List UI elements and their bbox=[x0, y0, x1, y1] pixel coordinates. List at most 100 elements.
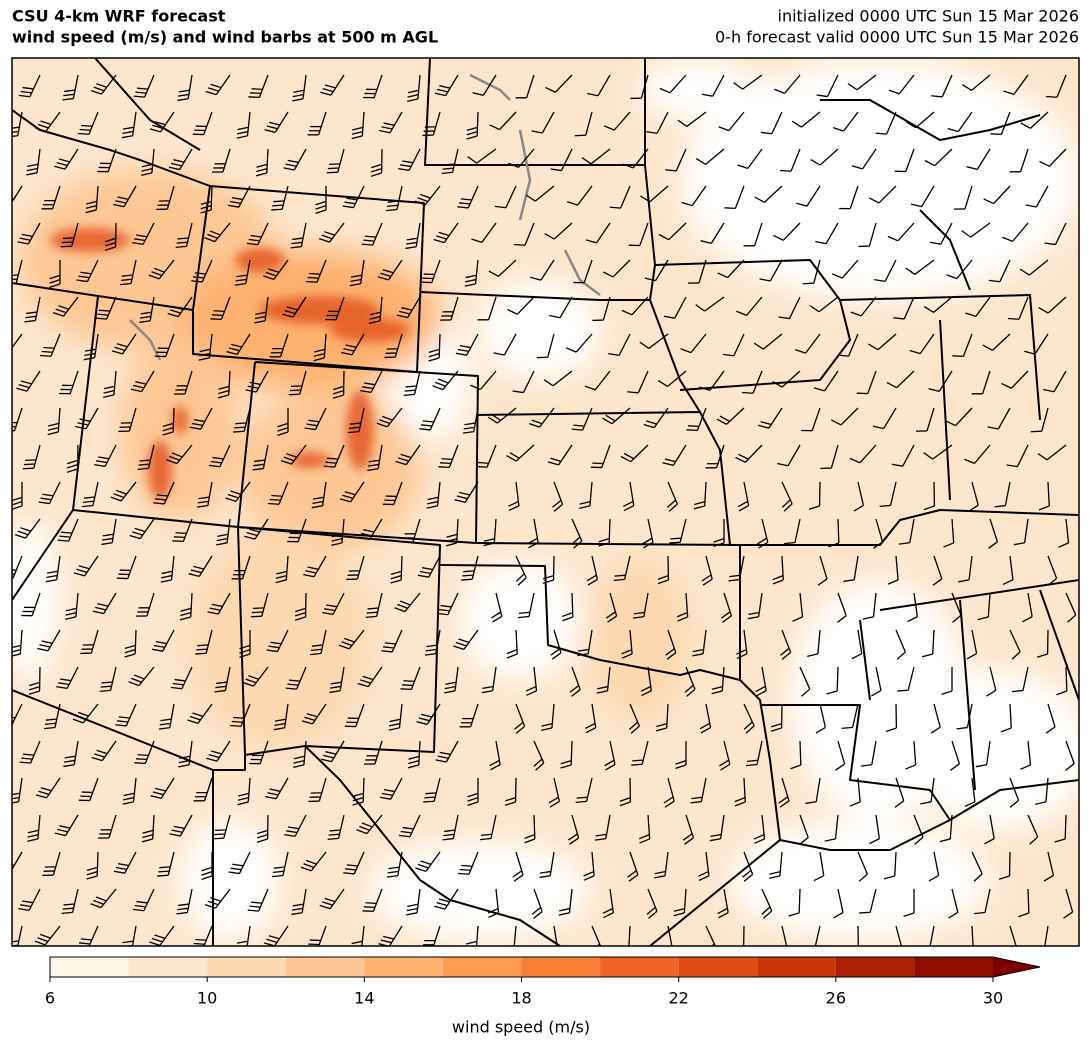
wind-barb bbox=[849, 444, 877, 464]
wind-barb bbox=[177, 74, 193, 102]
wind-barb bbox=[924, 148, 953, 167]
wind-barb bbox=[539, 851, 555, 879]
wind-barb bbox=[338, 629, 365, 650]
wind-barb bbox=[290, 222, 307, 249]
wind-barb bbox=[72, 703, 99, 724]
wind-barb bbox=[658, 222, 687, 241]
wind-barb bbox=[158, 703, 175, 730]
wind-barb bbox=[77, 111, 99, 135]
map-frame bbox=[11, 57, 1080, 947]
wind-barb bbox=[134, 740, 155, 765]
wind-barb bbox=[271, 185, 289, 211]
wind-barb bbox=[778, 777, 790, 808]
wind-barb bbox=[974, 888, 991, 915]
wind-barb bbox=[135, 592, 155, 617]
wind-barb bbox=[14, 518, 41, 539]
wind-barb bbox=[265, 777, 289, 800]
wind-barb bbox=[847, 74, 877, 91]
wind-barb bbox=[946, 259, 973, 280]
wind-barb bbox=[360, 370, 383, 394]
wind-barb bbox=[923, 444, 953, 460]
wind-barb bbox=[187, 703, 213, 725]
wind-barb bbox=[487, 888, 500, 918]
wind-barb bbox=[587, 74, 611, 97]
wind-barb bbox=[390, 555, 403, 584]
wind-barb bbox=[461, 555, 479, 581]
wind-barb bbox=[906, 111, 935, 129]
colorbar-bin bbox=[364, 957, 443, 977]
wind-barb bbox=[99, 666, 117, 692]
wind-barb bbox=[196, 481, 213, 508]
wind-barb bbox=[930, 703, 941, 734]
wind-barb bbox=[97, 814, 117, 839]
colorbar-bin bbox=[678, 957, 758, 977]
wind-barb bbox=[699, 370, 725, 392]
wind-barb bbox=[860, 740, 877, 767]
wind-barb bbox=[801, 407, 821, 432]
wind-barb bbox=[118, 407, 137, 433]
wind-barb bbox=[436, 592, 459, 616]
colorbar: 6 10 14 18 22 26 30 bbox=[45, 956, 1041, 1008]
wind-barb bbox=[352, 777, 365, 806]
wind-barb bbox=[663, 296, 687, 319]
wind-barb bbox=[799, 666, 811, 697]
wind-barb bbox=[966, 629, 978, 660]
wind-barb bbox=[395, 444, 421, 466]
wind-barb bbox=[964, 777, 976, 808]
wind-barb bbox=[794, 333, 821, 354]
wind-barb bbox=[47, 407, 61, 436]
wind-barb bbox=[282, 296, 307, 318]
wind-barb bbox=[489, 740, 501, 771]
wind-barb bbox=[817, 555, 828, 586]
wind-barb bbox=[923, 481, 936, 511]
wind-barb bbox=[772, 555, 784, 585]
colorbar-bin bbox=[285, 957, 365, 977]
wind-barb bbox=[620, 444, 649, 463]
wind-barb bbox=[17, 222, 41, 245]
wind-barb bbox=[621, 296, 649, 316]
colorbar-tick-label: 18 bbox=[511, 989, 531, 1008]
wind-barb bbox=[581, 148, 611, 165]
wind-barb bbox=[42, 851, 61, 877]
wind-barb bbox=[1054, 814, 1067, 843]
wind-barb bbox=[400, 666, 421, 691]
wind-barb bbox=[851, 629, 863, 660]
wind-barb bbox=[457, 185, 479, 209]
wind-barb bbox=[1037, 444, 1067, 461]
wind-barb bbox=[226, 333, 251, 355]
wind-barb bbox=[407, 74, 421, 103]
wind-barb bbox=[254, 296, 269, 324]
wind-barb bbox=[212, 814, 231, 840]
wind-barb bbox=[698, 851, 710, 882]
wind-barb bbox=[466, 925, 479, 946]
wind-barb bbox=[365, 592, 383, 618]
wind-barb bbox=[445, 518, 459, 547]
wind-barb bbox=[868, 333, 897, 351]
wind-barb bbox=[713, 519, 725, 548]
wind-barb bbox=[247, 888, 269, 912]
wind-barb bbox=[250, 592, 269, 618]
wind-barb bbox=[543, 370, 573, 387]
wind-barb bbox=[796, 185, 821, 207]
wind-barb bbox=[569, 666, 581, 697]
wind-barb bbox=[835, 740, 846, 771]
wind-barb bbox=[193, 777, 213, 802]
wind-barb bbox=[80, 629, 99, 655]
wind-barb bbox=[233, 407, 251, 433]
wind-barb bbox=[342, 185, 365, 209]
wind-barb bbox=[12, 629, 23, 657]
wind-barb bbox=[886, 370, 915, 389]
wind-barb bbox=[315, 186, 327, 215]
wind-barb bbox=[663, 777, 675, 808]
wind-barb bbox=[1019, 259, 1049, 276]
wind-barb bbox=[718, 111, 745, 132]
wind-barb bbox=[150, 777, 175, 799]
wind-barb bbox=[628, 222, 649, 247]
wind-barb bbox=[686, 407, 707, 432]
wind-barb bbox=[939, 814, 953, 843]
wind-barb bbox=[799, 814, 809, 845]
wind-barb bbox=[284, 814, 307, 838]
wind-barb bbox=[657, 370, 687, 387]
wind-barb bbox=[608, 333, 631, 357]
